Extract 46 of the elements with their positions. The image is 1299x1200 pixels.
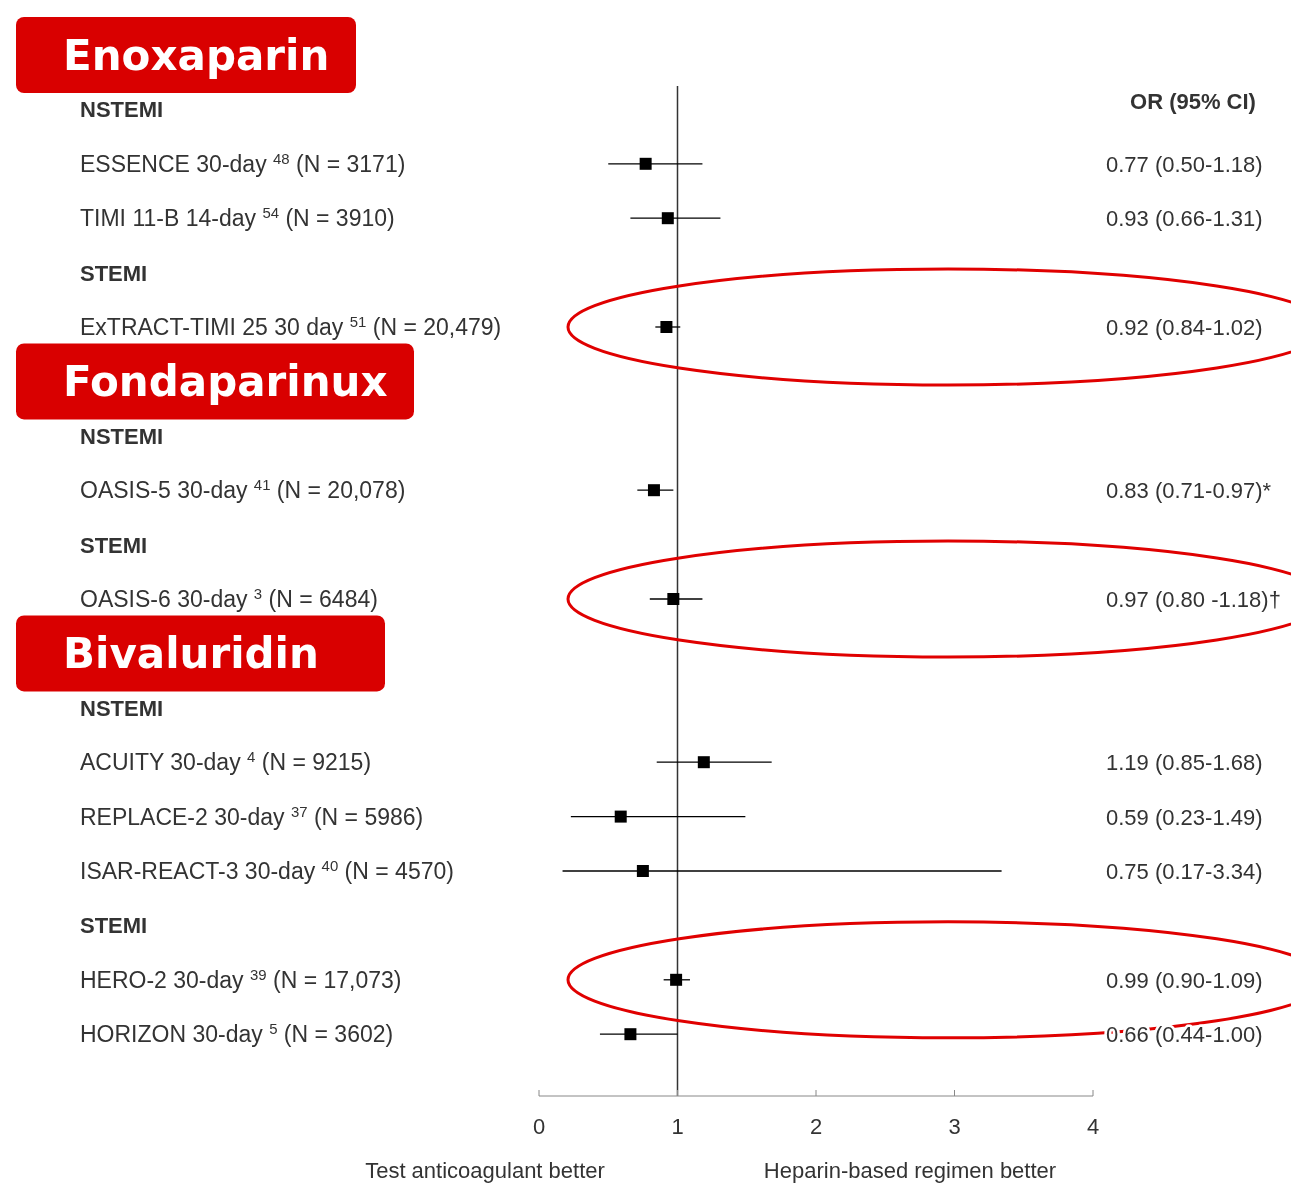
- y-tick-label: ESSENCE 30-day $^{48}$ (N = 3171): [80, 149, 406, 177]
- text: 0.92 (0.84-1.02): [1106, 315, 1263, 340]
- text: 0.75 (0.17-3.34): [1106, 859, 1263, 884]
- y-tick-label: STEMI: [80, 913, 148, 939]
- text: Enoxaparin: [63, 31, 330, 80]
- x-tick-label: 1: [671, 1114, 684, 1139]
- text: 1.19 (0.85-1.68): [1106, 750, 1263, 776]
- text: 0.93 (0.66-1.31): [1106, 206, 1263, 232]
- y-tick-label: HORIZON 30-day $^{5}$ (N = 3602): [80, 1019, 394, 1048]
- y-tick-label: OASIS-5 30-day $^{41}$ (N = 20,078): [80, 475, 406, 504]
- y-tick-label: REPLACE-2 30-day $^{37}$ (N = 5986): [80, 802, 424, 830]
- y-tick-label: ACUITY 30-day $^{4}$ (N = 9215): [80, 747, 372, 776]
- text: Heparin-based regimen better: [763, 1158, 1057, 1183]
- text: 0.97 (0.80 -1.18)†: [1106, 587, 1281, 612]
- point: [670, 973, 683, 986]
- point: [667, 593, 680, 605]
- y-tick-label: STEMI: [80, 260, 148, 286]
- x-tick-label: 0: [532, 1114, 546, 1139]
- text: 0.99 (0.90-1.09): [1106, 967, 1263, 993]
- y-tick-label: ExTRACT-TIMI 25 30 day $^{51}$ (N = 20,479): [80, 312, 502, 340]
- y-tick-label: STEMI: [80, 532, 148, 558]
- text: OR (95% CI): [1130, 89, 1256, 114]
- y-tick-label: TIMI 11-B 14-day $^{54}$ (N = 3910): [80, 203, 395, 232]
- y-tick-label: ISAR-REACT-3 30-day $^{40}$ (N = 4570): [80, 856, 454, 884]
- text: Test anticoagulant better: [365, 1158, 605, 1183]
- point: [624, 1028, 637, 1041]
- y-tick-label: NSTEMI: [80, 695, 164, 721]
- text: Fondaparinux: [63, 357, 388, 407]
- y-tick-label: HERO-2 30-day $^{39}$ (N = 17,073): [80, 965, 402, 993]
- x-tick-label: 2: [809, 1114, 823, 1139]
- point: [647, 484, 660, 497]
- x-tick-label: 4: [1086, 1114, 1100, 1139]
- x-tick-label: 3: [948, 1114, 961, 1139]
- text: 0.59 (0.23-1.49): [1106, 804, 1263, 830]
- point: [697, 756, 710, 769]
- point: [639, 157, 652, 170]
- y-tick-label: OASIS-6 30-day $^{3}$ (N = 6484): [80, 584, 378, 612]
- point: [661, 212, 674, 225]
- point: [660, 321, 673, 333]
- point: [614, 810, 627, 823]
- point: [636, 865, 649, 877]
- text: 0.77 (0.50-1.18): [1106, 151, 1263, 177]
- y-tick-label: NSTEMI: [80, 97, 164, 123]
- text: 0.83 (0.71-0.97)*: [1106, 478, 1272, 504]
- y-tick-label: NSTEMI: [80, 423, 164, 449]
- text: Bivaluridin: [63, 629, 319, 679]
